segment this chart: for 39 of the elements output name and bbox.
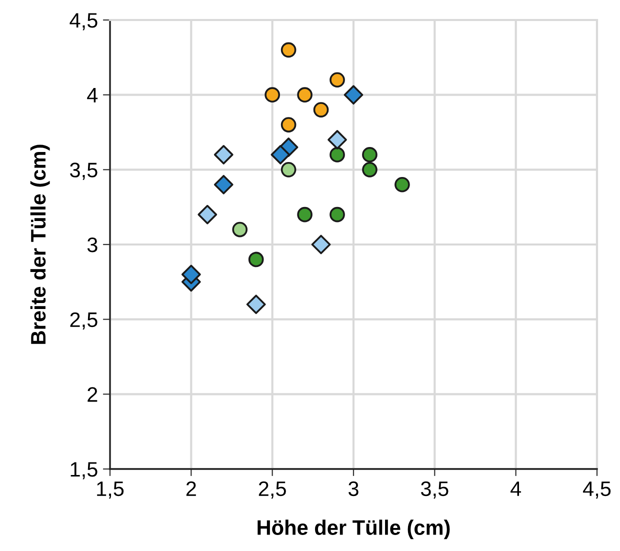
point	[280, 42, 296, 58]
y-tick-label: 2,5	[70, 312, 98, 330]
point	[328, 130, 347, 150]
point	[313, 102, 329, 118]
x-tick-label: 3,5	[420, 481, 448, 499]
y-tick-label: 2	[88, 387, 98, 402]
x-tick-label: 2,5	[258, 481, 286, 499]
point	[280, 162, 296, 178]
x-tick-label: 3	[348, 481, 358, 496]
point	[270, 145, 290, 164]
point	[344, 85, 364, 105]
point	[311, 234, 331, 254]
point	[362, 147, 378, 162]
y-tick-label: 3	[87, 238, 98, 252]
point	[214, 174, 234, 194]
y-tick-label: 3,5	[70, 162, 98, 180]
point	[232, 222, 248, 238]
point	[330, 147, 345, 162]
x-tick-label: 2	[186, 481, 196, 496]
point	[394, 176, 410, 192]
point	[297, 206, 312, 222]
y-tick-label: 4	[87, 88, 98, 102]
point	[362, 162, 378, 178]
point	[280, 117, 296, 132]
x-tick-label: 4	[510, 482, 522, 496]
y-tick-label: 4,5	[70, 13, 98, 30]
point	[248, 252, 264, 268]
point	[214, 145, 234, 164]
point	[246, 294, 266, 314]
point	[330, 72, 345, 88]
y-axis-title: Breite der Tülle (cm)	[30, 144, 50, 344]
point	[297, 87, 312, 103]
y-tick-label: 1,5	[70, 462, 98, 480]
point	[198, 204, 218, 224]
point	[181, 264, 201, 284]
point	[330, 206, 345, 222]
x-axis-title: Höhe der Tülle (cm)	[258, 520, 450, 540]
x-tick-label: 4,5	[583, 482, 611, 499]
point	[264, 87, 280, 103]
